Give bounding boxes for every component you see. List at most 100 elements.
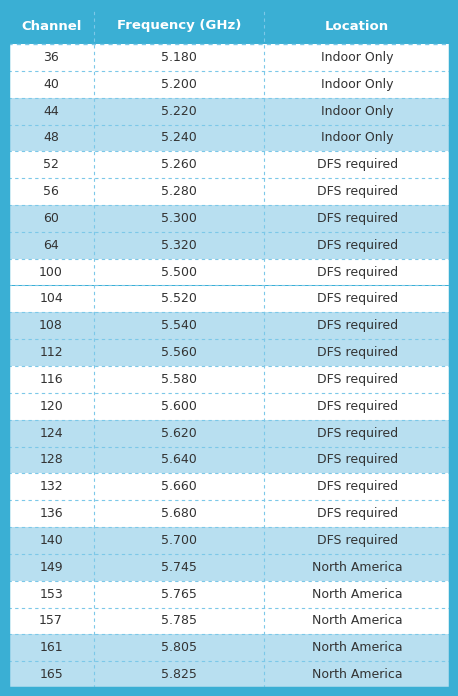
- Text: DFS required: DFS required: [316, 373, 398, 386]
- Text: North America: North America: [312, 668, 403, 681]
- Bar: [8, 151, 450, 178]
- Text: 5.260: 5.260: [161, 158, 197, 171]
- Text: 112: 112: [39, 346, 63, 359]
- Text: 124: 124: [39, 427, 63, 440]
- Bar: [8, 366, 450, 393]
- Text: DFS required: DFS required: [316, 319, 398, 332]
- Text: Frequency (GHz): Frequency (GHz): [117, 19, 241, 33]
- Text: 5.700: 5.700: [161, 534, 197, 547]
- Bar: [8, 8, 450, 44]
- Text: 56: 56: [43, 185, 59, 198]
- Text: 153: 153: [39, 587, 63, 601]
- Bar: [8, 420, 450, 447]
- Text: 5.745: 5.745: [161, 561, 197, 574]
- Bar: [8, 661, 450, 688]
- Text: DFS required: DFS required: [316, 507, 398, 520]
- Text: 108: 108: [39, 319, 63, 332]
- Text: 116: 116: [39, 373, 63, 386]
- Text: DFS required: DFS required: [316, 534, 398, 547]
- Text: 5.765: 5.765: [161, 587, 197, 601]
- Text: 60: 60: [43, 212, 59, 225]
- Text: 5.640: 5.640: [161, 453, 197, 466]
- Bar: [8, 125, 450, 151]
- Text: 5.320: 5.320: [161, 239, 197, 252]
- Text: North America: North America: [312, 587, 403, 601]
- Text: DFS required: DFS required: [316, 346, 398, 359]
- Text: 5.500: 5.500: [161, 266, 197, 278]
- Text: DFS required: DFS required: [316, 400, 398, 413]
- Text: 5.580: 5.580: [161, 373, 197, 386]
- Bar: [8, 473, 450, 500]
- Text: 5.200: 5.200: [161, 78, 197, 90]
- Text: 128: 128: [39, 453, 63, 466]
- Text: DFS required: DFS required: [316, 266, 398, 278]
- Text: 157: 157: [39, 615, 63, 627]
- Text: DFS required: DFS required: [316, 158, 398, 171]
- Text: 5.680: 5.680: [161, 507, 197, 520]
- Text: DFS required: DFS required: [316, 427, 398, 440]
- Text: 5.240: 5.240: [161, 132, 197, 144]
- Text: 64: 64: [43, 239, 59, 252]
- Text: 48: 48: [43, 132, 59, 144]
- Bar: [8, 205, 450, 232]
- Bar: [8, 71, 450, 97]
- Text: 140: 140: [39, 534, 63, 547]
- Text: Channel: Channel: [21, 19, 81, 33]
- Text: Indoor Only: Indoor Only: [321, 104, 393, 118]
- Text: 136: 136: [39, 507, 63, 520]
- Text: 5.520: 5.520: [161, 292, 197, 306]
- Text: 5.620: 5.620: [161, 427, 197, 440]
- Text: 100: 100: [39, 266, 63, 278]
- Bar: [8, 44, 450, 71]
- Text: 5.540: 5.540: [161, 319, 197, 332]
- Bar: [8, 608, 450, 634]
- Text: 104: 104: [39, 292, 63, 306]
- Text: 161: 161: [39, 641, 63, 654]
- Text: Indoor Only: Indoor Only: [321, 78, 393, 90]
- Text: 5.300: 5.300: [161, 212, 197, 225]
- Bar: [8, 527, 450, 554]
- Text: 132: 132: [39, 480, 63, 493]
- Text: 165: 165: [39, 668, 63, 681]
- Bar: [8, 313, 450, 339]
- Text: 5.560: 5.560: [161, 346, 197, 359]
- Text: 120: 120: [39, 400, 63, 413]
- Text: 5.280: 5.280: [161, 185, 197, 198]
- Text: DFS required: DFS required: [316, 480, 398, 493]
- Text: 40: 40: [43, 78, 59, 90]
- Text: DFS required: DFS required: [316, 185, 398, 198]
- Text: 5.220: 5.220: [161, 104, 197, 118]
- Text: 5.180: 5.180: [161, 51, 197, 64]
- Bar: [8, 178, 450, 205]
- Text: North America: North America: [312, 641, 403, 654]
- Bar: [8, 393, 450, 420]
- Text: 5.825: 5.825: [161, 668, 197, 681]
- Text: North America: North America: [312, 615, 403, 627]
- Bar: [8, 97, 450, 125]
- Bar: [8, 554, 450, 580]
- Bar: [8, 447, 450, 473]
- Text: 149: 149: [39, 561, 63, 574]
- Text: 5.600: 5.600: [161, 400, 197, 413]
- Text: North America: North America: [312, 561, 403, 574]
- Text: Location: Location: [325, 19, 389, 33]
- Text: 5.660: 5.660: [161, 480, 197, 493]
- Bar: [8, 339, 450, 366]
- Text: Indoor Only: Indoor Only: [321, 132, 393, 144]
- Bar: [8, 232, 450, 259]
- Text: 52: 52: [43, 158, 59, 171]
- Bar: [8, 500, 450, 527]
- Bar: [8, 259, 450, 285]
- Bar: [8, 285, 450, 313]
- Text: DFS required: DFS required: [316, 239, 398, 252]
- Text: Indoor Only: Indoor Only: [321, 51, 393, 64]
- Text: 5.785: 5.785: [161, 615, 197, 627]
- Text: 36: 36: [43, 51, 59, 64]
- Text: DFS required: DFS required: [316, 453, 398, 466]
- Bar: [8, 580, 450, 608]
- Text: 5.805: 5.805: [161, 641, 197, 654]
- Bar: [8, 634, 450, 661]
- Text: DFS required: DFS required: [316, 212, 398, 225]
- Text: DFS required: DFS required: [316, 292, 398, 306]
- Text: 44: 44: [43, 104, 59, 118]
